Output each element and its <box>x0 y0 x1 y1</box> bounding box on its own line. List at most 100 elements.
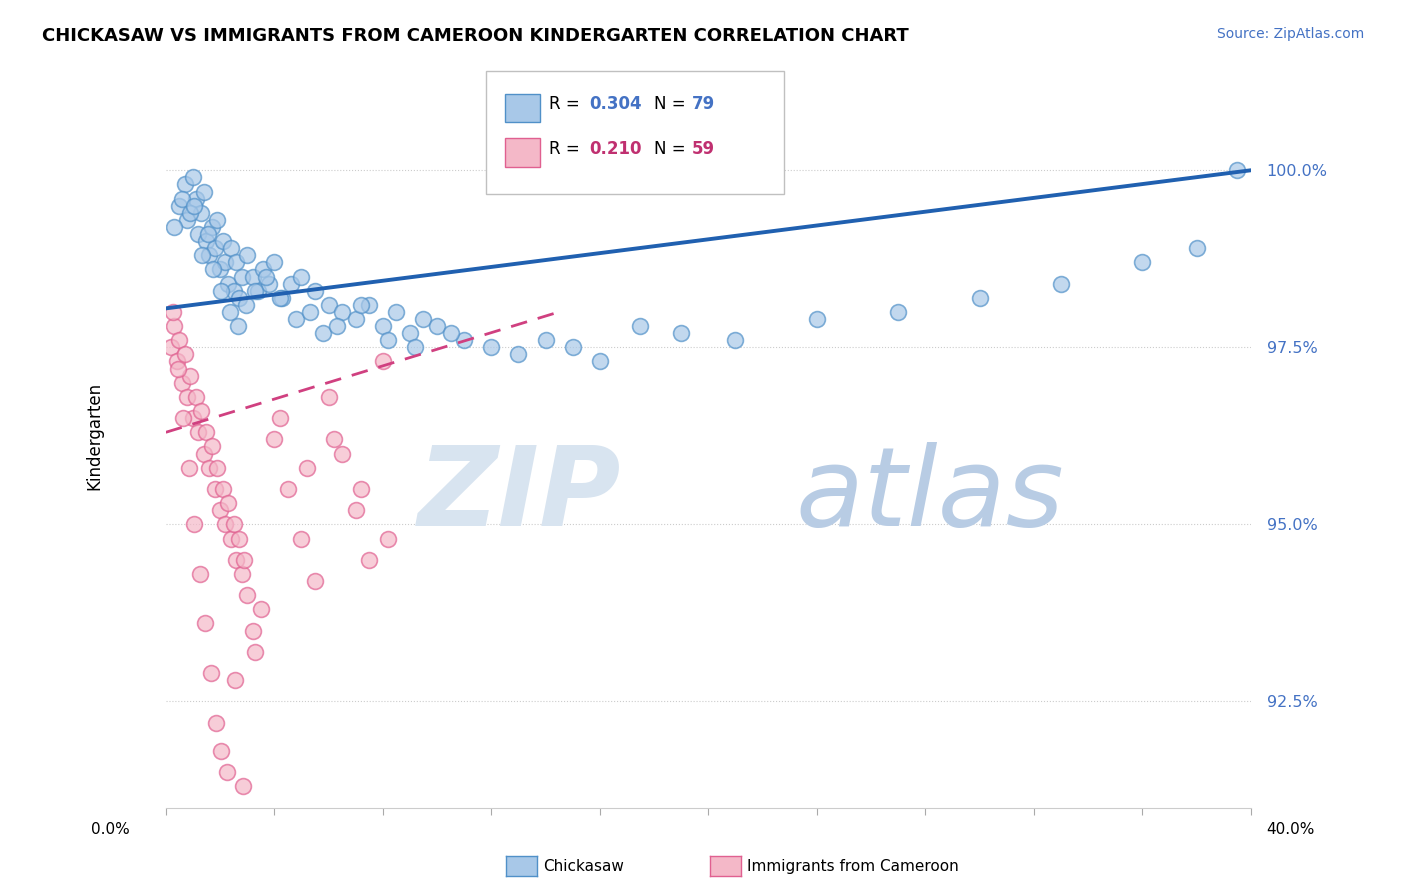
Point <box>187 227 209 241</box>
Point <box>254 269 277 284</box>
Text: Chickasaw: Chickasaw <box>543 859 624 873</box>
Text: Immigrants from Cameroon: Immigrants from Cameroon <box>747 859 959 873</box>
Point <box>561 340 583 354</box>
Point <box>188 566 211 581</box>
Point <box>167 361 190 376</box>
Point <box>173 347 195 361</box>
Point <box>169 199 191 213</box>
Point <box>201 219 224 234</box>
Point <box>209 744 232 758</box>
Text: R =: R = <box>548 95 585 113</box>
Y-axis label: Kindergarten: Kindergarten <box>86 382 103 490</box>
Point <box>242 624 264 638</box>
Point <box>263 255 285 269</box>
Point <box>176 212 198 227</box>
Point <box>247 284 270 298</box>
Point <box>162 305 184 319</box>
Point <box>304 284 326 298</box>
Point <box>630 319 652 334</box>
Point <box>231 566 253 581</box>
Point <box>184 390 207 404</box>
Point <box>295 460 318 475</box>
Point <box>172 411 194 425</box>
Point <box>198 248 221 262</box>
Point <box>285 312 308 326</box>
FancyBboxPatch shape <box>505 94 540 122</box>
Point <box>534 333 557 347</box>
Point <box>412 312 434 326</box>
Point <box>271 291 294 305</box>
Point <box>228 532 250 546</box>
Point <box>330 446 353 460</box>
Point <box>209 262 232 277</box>
Point <box>176 390 198 404</box>
Point <box>200 666 222 681</box>
Point <box>173 178 195 192</box>
Point <box>350 298 373 312</box>
Point <box>211 234 233 248</box>
Text: 79: 79 <box>692 95 716 113</box>
Point <box>290 532 312 546</box>
Point <box>245 645 267 659</box>
Point <box>224 673 246 687</box>
Point <box>359 298 381 312</box>
Point <box>181 170 204 185</box>
Point <box>194 616 217 631</box>
Point <box>211 482 233 496</box>
Point <box>312 326 335 340</box>
Point <box>207 460 229 475</box>
Point <box>184 192 207 206</box>
Point <box>298 305 321 319</box>
Point <box>217 277 239 291</box>
Point <box>225 553 247 567</box>
Point <box>226 319 249 334</box>
Point <box>269 291 291 305</box>
Text: atlas: atlas <box>794 442 1064 549</box>
Point <box>209 503 232 517</box>
Point <box>219 532 242 546</box>
Point <box>252 262 274 277</box>
Point <box>399 326 422 340</box>
Point <box>377 532 399 546</box>
Text: R =: R = <box>548 140 585 158</box>
Point <box>589 354 612 368</box>
Point <box>508 347 530 361</box>
Point <box>225 255 247 269</box>
Point <box>222 517 245 532</box>
Point <box>169 333 191 347</box>
Point <box>190 404 212 418</box>
Point <box>160 340 183 354</box>
Point <box>806 312 828 326</box>
Text: 59: 59 <box>692 140 716 158</box>
Point <box>290 269 312 284</box>
Point <box>969 291 991 305</box>
Text: 40.0%: 40.0% <box>1267 822 1315 837</box>
Point <box>330 305 353 319</box>
Point <box>195 234 218 248</box>
Point <box>887 305 910 319</box>
Point <box>242 269 264 284</box>
Point <box>385 305 408 319</box>
Text: 0.210: 0.210 <box>589 140 641 158</box>
Point <box>263 433 285 447</box>
Point <box>214 255 236 269</box>
Point <box>214 517 236 532</box>
Point <box>1226 163 1249 178</box>
Point <box>183 199 205 213</box>
Point <box>233 553 256 567</box>
Point <box>1185 241 1208 255</box>
Point <box>179 206 201 220</box>
Point <box>404 340 426 354</box>
Text: 0.304: 0.304 <box>589 95 641 113</box>
Point <box>209 284 232 298</box>
Point <box>371 319 394 334</box>
Point <box>231 269 253 284</box>
Point <box>219 241 242 255</box>
Point <box>177 460 200 475</box>
Point <box>1130 255 1153 269</box>
Point <box>304 574 326 588</box>
Point <box>1050 277 1073 291</box>
FancyBboxPatch shape <box>486 71 785 194</box>
Point <box>377 333 399 347</box>
FancyBboxPatch shape <box>505 138 540 167</box>
